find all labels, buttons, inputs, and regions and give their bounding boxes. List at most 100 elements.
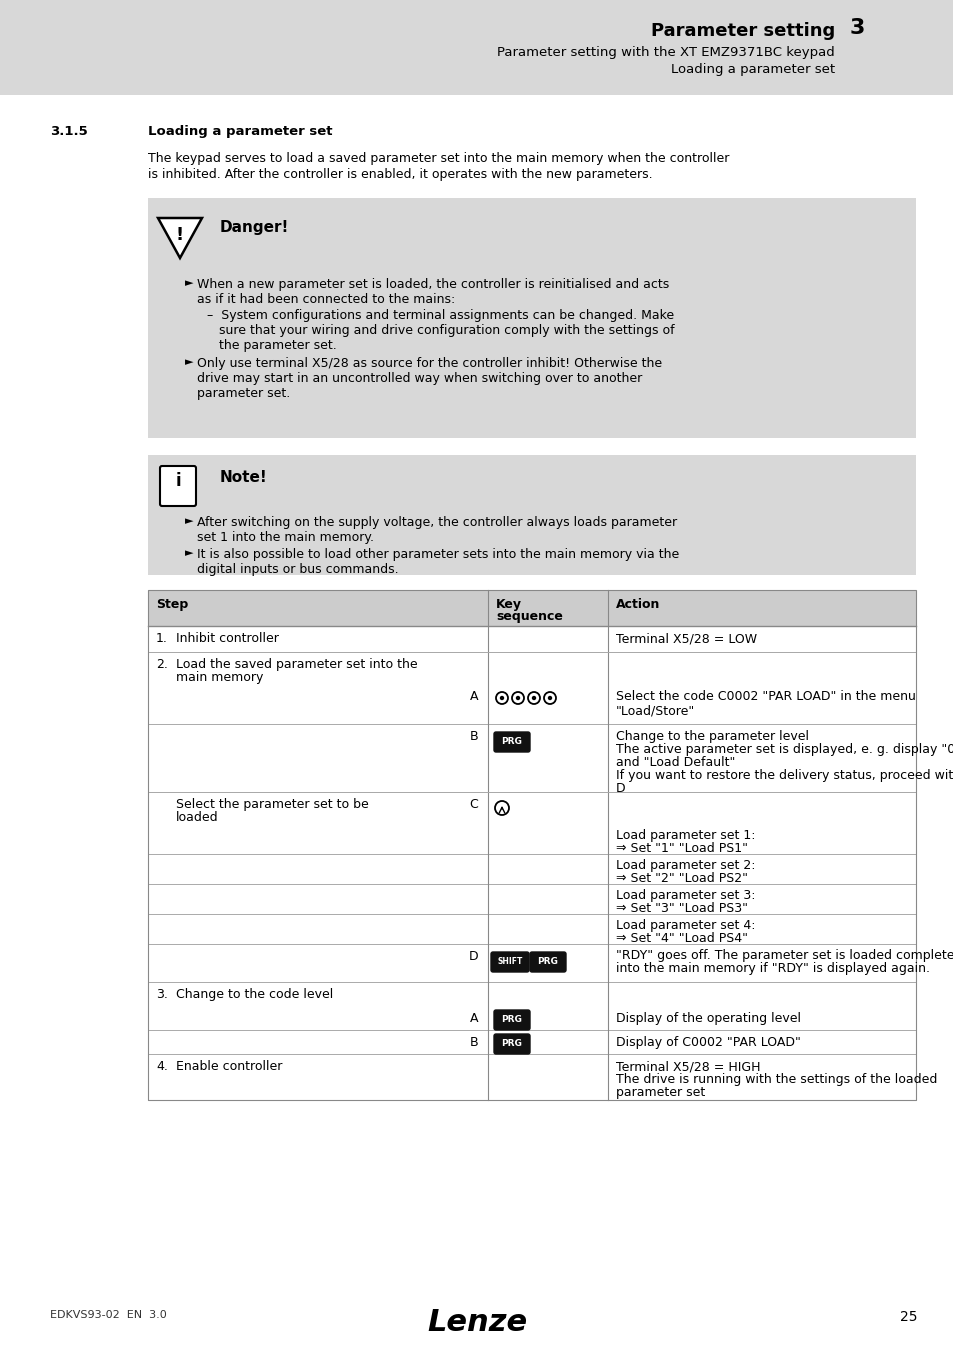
Text: Terminal X5/28 = HIGH: Terminal X5/28 = HIGH — [616, 1060, 760, 1073]
Text: PRG: PRG — [501, 1015, 522, 1025]
Text: !: ! — [175, 225, 184, 244]
Text: "RDY" goes off. The parameter set is loaded completely: "RDY" goes off. The parameter set is loa… — [616, 949, 953, 963]
Text: Load the saved parameter set into the: Load the saved parameter set into the — [175, 657, 417, 671]
Text: digital inputs or bus commands.: digital inputs or bus commands. — [196, 563, 398, 576]
Text: 3.: 3. — [156, 988, 168, 1000]
Text: The active parameter set is displayed, e. g. display "0": The active parameter set is displayed, e… — [616, 743, 953, 756]
Text: PRG: PRG — [501, 1040, 522, 1048]
Text: Loading a parameter set: Loading a parameter set — [148, 126, 333, 138]
Text: The drive is running with the settings of the loaded: The drive is running with the settings o… — [616, 1073, 937, 1085]
Text: Danger!: Danger! — [220, 220, 289, 235]
Bar — [148, 884, 915, 914]
Bar — [148, 914, 915, 944]
Text: ⇒ Set "1" "Load PS1": ⇒ Set "1" "Load PS1" — [616, 842, 747, 855]
Bar — [148, 724, 915, 792]
FancyBboxPatch shape — [494, 1034, 530, 1054]
Text: ►: ► — [185, 356, 193, 367]
Text: ⇒ Set "3" "Load PS3": ⇒ Set "3" "Load PS3" — [616, 902, 747, 915]
Circle shape — [496, 693, 507, 703]
Text: ►: ► — [185, 516, 193, 526]
Text: D: D — [616, 782, 625, 795]
Bar — [148, 981, 915, 1006]
Text: Terminal X5/28 = LOW: Terminal X5/28 = LOW — [616, 632, 757, 645]
Text: B: B — [469, 1035, 477, 1049]
Bar — [148, 1030, 915, 1054]
Circle shape — [543, 693, 556, 703]
Bar — [148, 590, 915, 1100]
Text: ►: ► — [185, 278, 193, 288]
Text: It is also possible to load other parameter sets into the main memory via the: It is also possible to load other parame… — [196, 548, 679, 562]
Text: is inhibited. After the controller is enabled, it operates with the new paramete: is inhibited. After the controller is en… — [148, 167, 652, 181]
Text: Select the parameter set to be: Select the parameter set to be — [175, 798, 369, 811]
Text: parameter set.: parameter set. — [196, 387, 290, 400]
Text: Load parameter set 1:: Load parameter set 1: — [616, 829, 755, 842]
Bar — [148, 824, 915, 855]
Text: the parameter set.: the parameter set. — [219, 339, 336, 352]
Text: Load parameter set 2:: Load parameter set 2: — [616, 859, 755, 872]
Bar — [148, 590, 915, 626]
FancyBboxPatch shape — [494, 732, 530, 752]
Text: Select the code C0002 "PAR LOAD" in the menu: Select the code C0002 "PAR LOAD" in the … — [616, 690, 915, 703]
Text: ►: ► — [185, 548, 193, 558]
Text: loaded: loaded — [175, 811, 218, 824]
Text: Parameter setting: Parameter setting — [650, 22, 834, 40]
Text: ⇒ Set "2" "Load PS2": ⇒ Set "2" "Load PS2" — [616, 872, 747, 886]
Bar — [148, 855, 915, 884]
FancyBboxPatch shape — [160, 466, 195, 506]
Text: Change to the code level: Change to the code level — [175, 988, 333, 1000]
Text: drive may start in an uncontrolled way when switching over to another: drive may start in an uncontrolled way w… — [196, 373, 641, 385]
Circle shape — [531, 695, 536, 701]
Bar — [148, 684, 915, 724]
Bar — [148, 792, 915, 824]
Text: "Load/Store": "Load/Store" — [616, 703, 695, 717]
Text: PRG: PRG — [501, 737, 522, 747]
Bar — [148, 1006, 915, 1030]
Text: Lenze: Lenze — [427, 1308, 526, 1336]
Circle shape — [547, 695, 552, 701]
Bar — [148, 652, 915, 684]
Text: 3: 3 — [849, 18, 864, 38]
Text: Change to the parameter level: Change to the parameter level — [616, 730, 808, 742]
Text: If you want to restore the delivery status, proceed with: If you want to restore the delivery stat… — [616, 769, 953, 782]
Text: Only use terminal X5/28 as source for the controller inhibit! Otherwise the: Only use terminal X5/28 as source for th… — [196, 356, 661, 370]
Text: i: i — [175, 472, 181, 490]
Bar — [0, 0, 953, 95]
FancyBboxPatch shape — [491, 952, 529, 972]
Circle shape — [512, 693, 523, 703]
Text: 25: 25 — [899, 1310, 917, 1324]
Text: 2.: 2. — [156, 657, 168, 671]
Text: Load parameter set 4:: Load parameter set 4: — [616, 919, 755, 931]
Bar — [148, 626, 915, 652]
Polygon shape — [158, 217, 202, 258]
Text: Load parameter set 3:: Load parameter set 3: — [616, 890, 755, 902]
Text: Key: Key — [496, 598, 521, 612]
Text: sequence: sequence — [496, 610, 562, 622]
Text: sure that your wiring and drive configuration comply with the settings of: sure that your wiring and drive configur… — [219, 324, 674, 338]
Text: The keypad serves to load a saved parameter set into the main memory when the co: The keypad serves to load a saved parame… — [148, 153, 729, 165]
Text: B: B — [469, 730, 477, 742]
Text: PRG: PRG — [537, 957, 558, 967]
Circle shape — [499, 695, 504, 701]
Bar — [148, 1054, 915, 1100]
Text: When a new parameter set is loaded, the controller is reinitialised and acts: When a new parameter set is loaded, the … — [196, 278, 669, 292]
Bar — [148, 455, 915, 575]
Text: Action: Action — [616, 598, 659, 612]
Circle shape — [527, 693, 539, 703]
Text: Enable controller: Enable controller — [175, 1060, 282, 1073]
Text: 3.1.5: 3.1.5 — [50, 126, 88, 138]
Text: EDKVS93-02  EN  3.0: EDKVS93-02 EN 3.0 — [50, 1310, 167, 1320]
Text: Loading a parameter set: Loading a parameter set — [670, 63, 834, 76]
Text: parameter set: parameter set — [616, 1085, 704, 1099]
Text: Note!: Note! — [220, 470, 268, 485]
Text: 4.: 4. — [156, 1060, 168, 1073]
Text: SHIFT: SHIFT — [497, 957, 522, 967]
Text: After switching on the supply voltage, the controller always loads parameter: After switching on the supply voltage, t… — [196, 516, 677, 529]
Text: D: D — [468, 950, 477, 963]
Text: set 1 into the main memory.: set 1 into the main memory. — [196, 531, 374, 544]
Text: C: C — [469, 798, 477, 811]
FancyBboxPatch shape — [530, 952, 565, 972]
Text: Display of C0002 "PAR LOAD": Display of C0002 "PAR LOAD" — [616, 1035, 800, 1049]
Text: Step: Step — [156, 598, 188, 612]
Text: as if it had been connected to the mains:: as if it had been connected to the mains… — [196, 293, 455, 306]
Text: and "Load Default": and "Load Default" — [616, 756, 735, 770]
